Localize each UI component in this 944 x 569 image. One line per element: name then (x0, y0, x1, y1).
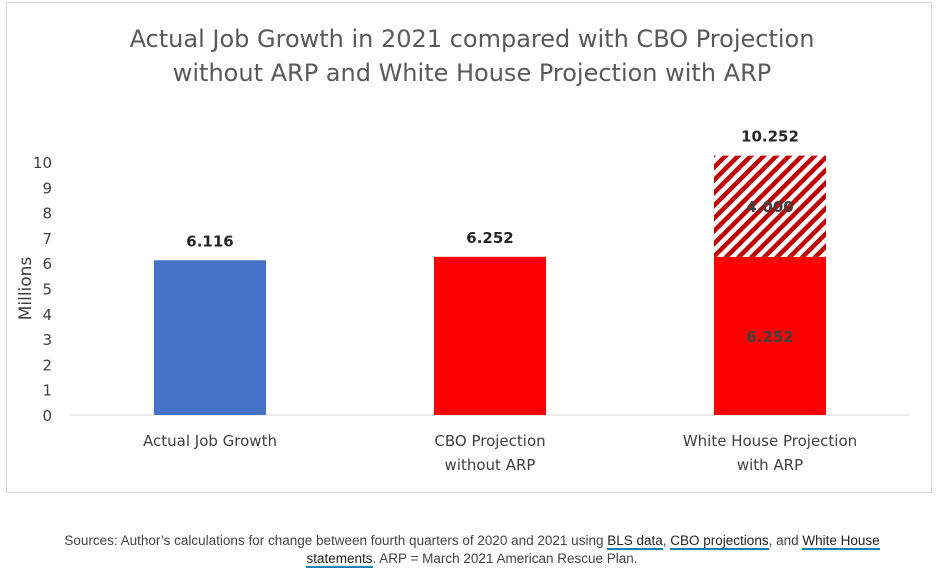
y-tick-label: 9 (42, 179, 52, 197)
x-category-label: with ARP (737, 456, 803, 474)
y-tick-label: 4 (42, 306, 52, 324)
sources-separator: , and (768, 533, 803, 548)
y-tick-label: 1 (42, 382, 52, 400)
bar-segment (434, 256, 546, 415)
bar-total-label: 6.252 (466, 229, 513, 247)
bar-segment (714, 256, 826, 415)
x-category-label: without ARP (445, 456, 536, 474)
sources-note: Sources: Author’s calculations for chang… (0, 532, 944, 568)
chart-title-line-2: without ARP and White House Projection w… (172, 59, 772, 87)
sources-prefix: Sources: Author’s calculations for chang… (64, 533, 608, 548)
bar-chart: 0 1 2 3 4 5 6 7 8 9 10 Millions 6.116 Actual Job Grow… (16, 128, 910, 474)
y-tick-label: 10 (33, 154, 52, 172)
sources-separator: , (662, 533, 671, 548)
chart-title-line-1: Actual Job Growth in 2021 compared with … (129, 25, 815, 53)
white-house-statements-link[interactable]: statements (306, 551, 373, 568)
segment-data-label: 4.000 (746, 198, 793, 216)
bls-data-link[interactable]: BLS data (607, 533, 663, 550)
x-category-label: CBO Projection (434, 432, 545, 450)
x-category-label: Actual Job Growth (143, 432, 277, 450)
sources-suffix: . ARP = March 2021 American Rescue Plan. (372, 551, 638, 566)
y-tick-label: 7 (42, 230, 52, 248)
x-category-label: White House Projection (683, 432, 857, 450)
bar-total-label: 6.116 (186, 232, 233, 250)
white-house-link[interactable]: White House (802, 533, 880, 550)
bar-segment (154, 260, 266, 415)
bar-segment (714, 155, 826, 257)
y-tick-label: 2 (42, 356, 52, 374)
segment-data-label: 6.252 (746, 328, 793, 346)
y-tick-label: 6 (42, 255, 52, 273)
cbo-projections-link[interactable]: CBO projections (670, 533, 769, 550)
y-tick-label: 5 (42, 281, 52, 299)
y-tick-label: 3 (42, 331, 52, 349)
y-tick-label: 8 (42, 205, 52, 223)
chart-title: Actual Job Growth in 2021 compared with … (0, 22, 944, 90)
bar-total-label: 10.252 (741, 128, 799, 146)
sources-line-2: statements. ARP = March 2021 American Re… (0, 550, 944, 568)
y-axis-title: Millions (16, 257, 36, 321)
sources-line-1: Sources: Author’s calculations for chang… (0, 532, 944, 550)
y-tick-label: 0 (42, 407, 52, 425)
